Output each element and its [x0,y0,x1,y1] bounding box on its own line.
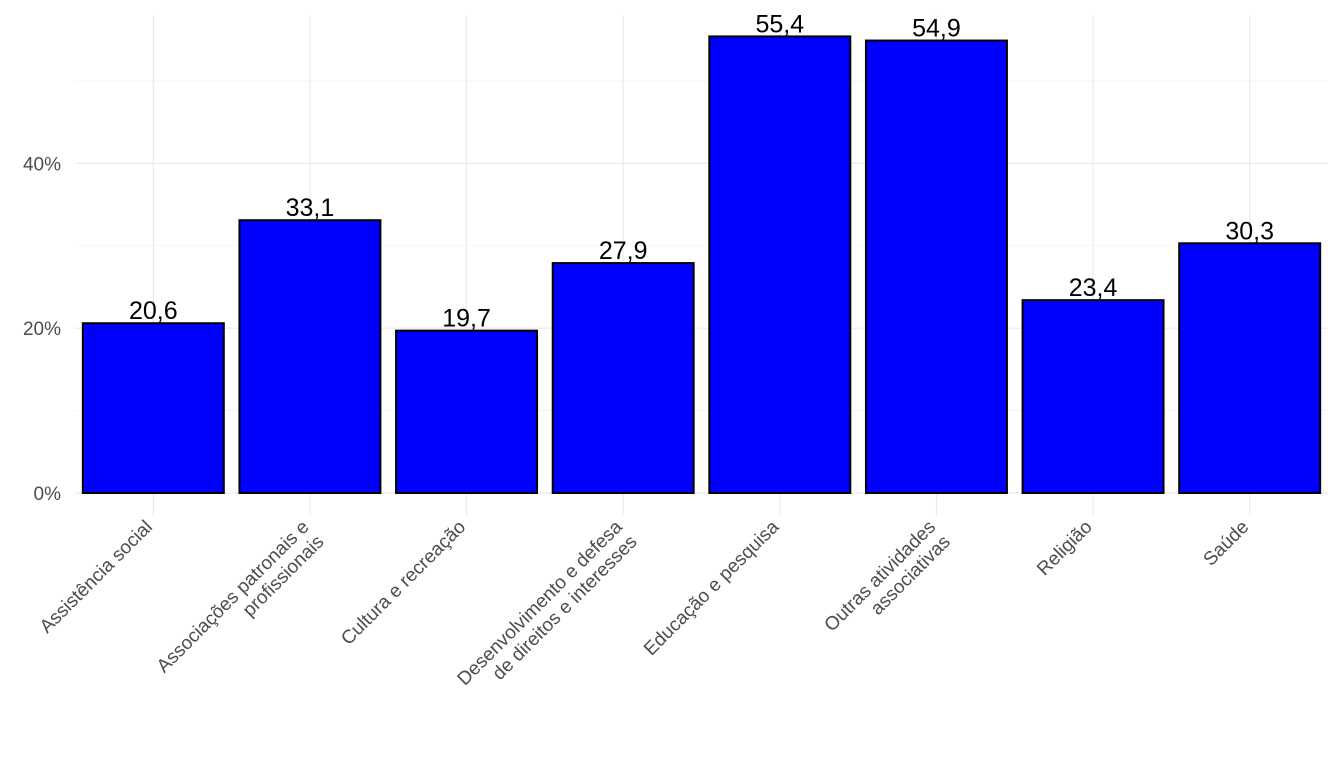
x-tick-label-line: Educação e pesquisa [640,516,784,660]
x-tick-label-line: Desenvolvimento e defesa [454,516,627,689]
bar [238,219,382,494]
bar [1021,299,1165,495]
bar [81,322,225,495]
x-tick-label: Assistência social [36,517,157,638]
data-label: 55,4 [755,10,804,38]
bar [864,39,1008,494]
x-tick-label-line: Cultura e recreação [337,517,470,650]
x-tick-label: Associações patronais eprofissionais [153,517,328,692]
x-tick-label: Saúde [1200,517,1254,571]
x-tick-label: Outras atividadesassociativas [821,517,955,651]
y-tick-label: 40% [23,154,61,175]
data-label: 30,3 [1225,217,1274,245]
x-tick-label: Religião [1033,517,1096,580]
y-tick-label: 0% [34,484,62,505]
x-tick-label: Desenvolvimento e defesade direitos e in… [454,516,642,704]
data-label: 19,7 [442,305,491,333]
x-tick-label: Educação e pesquisa [640,516,784,660]
y-tick-label: 20% [23,319,61,340]
bar [1178,242,1322,494]
data-label: 54,9 [912,15,961,43]
x-tick-label-line: Saúde [1200,517,1254,571]
x-tick-label-line: Assistência social [36,517,157,638]
data-label: 33,1 [286,194,335,222]
bar [708,35,852,495]
data-label: 20,6 [129,297,178,325]
bar [395,329,539,495]
x-tick-label-line: Associações patronais e [153,517,313,677]
x-tick-label-line: Religião [1033,517,1096,580]
x-tick-label-line: de direitos e interesses [489,532,642,685]
x-tick-label: Cultura e recreação [337,517,470,650]
data-label: 27,9 [599,237,648,265]
bar [551,262,695,494]
data-label: 23,4 [1069,274,1118,302]
